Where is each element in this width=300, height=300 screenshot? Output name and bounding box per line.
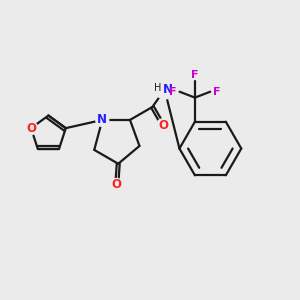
Text: F: F <box>213 87 220 97</box>
Text: O: O <box>158 119 168 132</box>
Circle shape <box>157 119 169 132</box>
Text: H: H <box>154 83 161 93</box>
Text: O: O <box>112 178 122 191</box>
Circle shape <box>155 80 174 99</box>
Text: F: F <box>169 87 177 97</box>
Circle shape <box>110 178 123 191</box>
Text: F: F <box>191 70 199 80</box>
Circle shape <box>25 122 38 135</box>
Text: O: O <box>26 122 36 135</box>
Text: N: N <box>97 113 107 126</box>
Circle shape <box>96 113 109 126</box>
Text: N: N <box>163 83 173 96</box>
